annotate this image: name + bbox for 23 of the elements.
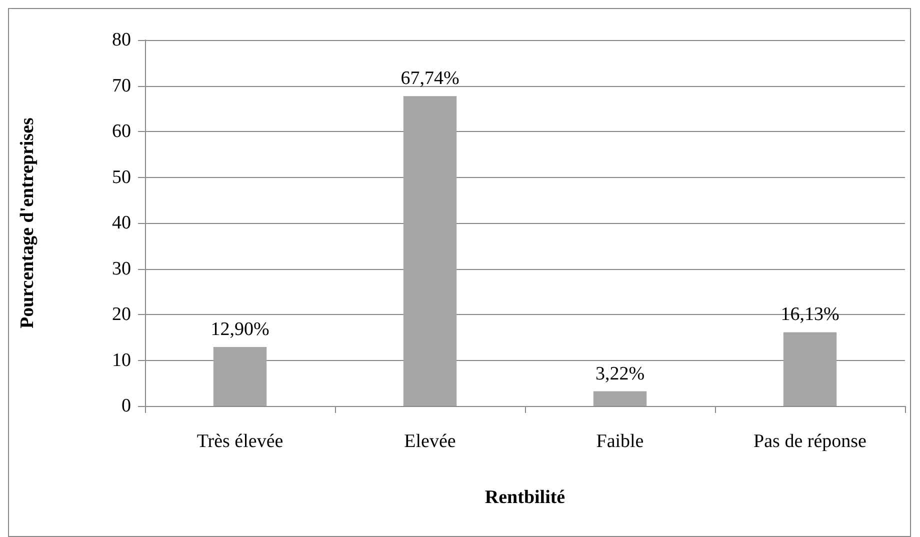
- y-tick-label: 40: [112, 212, 131, 234]
- x-axis-title: Rentbilité: [484, 487, 566, 508]
- y-tick-label: 10: [112, 350, 131, 371]
- y-tick-label: 20: [112, 304, 131, 325]
- y-tick-label: 80: [112, 30, 131, 50]
- y-tick-label: 0: [122, 396, 131, 416]
- y-tick-label: 60: [112, 121, 131, 142]
- bar: [783, 332, 837, 406]
- bar: [593, 391, 647, 406]
- data-label: 16,13%: [780, 304, 840, 326]
- x-tick-label: Très élevée: [196, 431, 284, 452]
- x-tick-label: Elevée: [404, 431, 456, 452]
- bar: [213, 346, 267, 406]
- bar: [403, 96, 457, 406]
- y-axis-title: Pourcentage d'entreprises: [17, 118, 38, 328]
- data-label: 3,22%: [595, 363, 645, 384]
- x-tick-label: Faible: [596, 431, 644, 452]
- y-tick-label: 70: [112, 75, 131, 96]
- data-label: 12,90%: [210, 318, 270, 340]
- x-tick-label: Pas de réponse: [754, 431, 866, 452]
- y-tick-label: 30: [112, 258, 131, 280]
- data-label: 67,74%: [400, 68, 460, 90]
- y-tick-label: 50: [112, 166, 131, 188]
